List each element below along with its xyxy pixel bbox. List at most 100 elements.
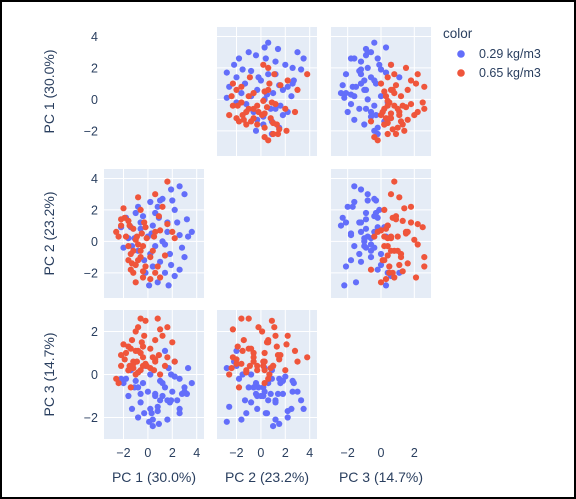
point-series-1-48 <box>248 371 255 378</box>
point-series-1-33 <box>152 243 159 250</box>
point-series-2-31 <box>407 219 415 226</box>
point-series-2-16 <box>226 371 233 378</box>
point-series-2-11 <box>367 266 375 273</box>
point-series-1-14 <box>362 105 370 112</box>
point-series-1-19 <box>362 52 370 59</box>
point-series-2-37 <box>250 90 257 97</box>
point-series-2-52 <box>143 362 150 369</box>
point-series-1-32 <box>144 388 151 395</box>
point-series-1-45 <box>169 388 176 395</box>
point-series-1-45 <box>364 197 371 204</box>
point-series-2-48 <box>261 88 268 95</box>
point-series-1-21 <box>357 258 365 265</box>
point-series-1-3 <box>298 397 305 404</box>
point-series-2-40 <box>260 61 267 68</box>
point-series-2-50 <box>407 203 415 210</box>
point-series-1-9 <box>349 203 356 210</box>
point-series-1-5 <box>132 209 139 217</box>
point-series-2-19 <box>397 254 405 261</box>
point-series-2-24 <box>402 228 410 235</box>
point-series-1-47 <box>361 77 368 84</box>
point-series-1-45 <box>169 197 176 204</box>
point-series-2-6 <box>118 362 125 369</box>
point-series-2-7 <box>113 228 120 235</box>
legend[interactable]: color 0.29 kg/m3 0.65 kg/m3 <box>443 26 541 80</box>
point-series-2-27 <box>291 108 299 116</box>
point-series-2-50 <box>284 332 291 339</box>
points <box>113 178 195 289</box>
point-series-1-47 <box>159 238 166 245</box>
point-series-1-5 <box>372 112 380 119</box>
point-series-2-39 <box>125 343 132 350</box>
point-series-1-40 <box>164 397 171 404</box>
point-series-2-49 <box>133 358 140 365</box>
point-series-2-52 <box>260 362 267 369</box>
point-series-2-30 <box>377 227 385 234</box>
y-axis-title: PC 2 (23.2%) <box>41 191 57 275</box>
point-series-2-12 <box>239 347 246 354</box>
point-series-1-50 <box>120 244 127 251</box>
point-series-2-33 <box>394 124 401 131</box>
point-series-1-52 <box>223 365 230 372</box>
point-series-1-41 <box>245 384 252 391</box>
point-series-1-42 <box>272 105 279 112</box>
point-series-1-48 <box>147 371 154 378</box>
point-series-2-37 <box>149 247 156 254</box>
point-series-2-4 <box>404 86 411 93</box>
point-series-1-49 <box>362 216 370 223</box>
point-series-2-29 <box>283 341 290 348</box>
point-series-1-50 <box>371 244 378 251</box>
point-series-1-42 <box>272 399 279 406</box>
point-series-1-41 <box>181 254 188 261</box>
legend-item[interactable]: 0.29 kg/m3 <box>457 47 541 61</box>
point-series-2-30 <box>157 227 164 234</box>
axis-titles: PC 1 (30.0%) PC 2 (23.2%) PC 3 (14.7%) PC 1… <box>41 49 423 485</box>
y-axis-title: PC 1 (30.0%) <box>41 49 57 133</box>
point-series-2-22 <box>233 86 240 93</box>
panel-3-1 <box>104 310 204 439</box>
point-series-1-15 <box>270 423 277 430</box>
point-series-2-2 <box>138 230 145 237</box>
point-series-2-31 <box>272 332 279 339</box>
point-series-2-49 <box>133 233 140 240</box>
point-series-1-50 <box>252 127 260 134</box>
point-series-1-20 <box>166 250 173 258</box>
point-series-1-31 <box>361 121 368 128</box>
point-series-2-3 <box>130 225 137 232</box>
point-series-1-4 <box>147 198 154 206</box>
point-series-2-26 <box>152 191 159 198</box>
point-series-2-52 <box>143 235 150 242</box>
point-series-2-47 <box>139 268 147 275</box>
point-series-2-36 <box>394 105 401 112</box>
point-series-1-49 <box>362 45 370 53</box>
point-series-1-30 <box>135 384 142 391</box>
x-tick-label: 0 <box>378 446 385 460</box>
point-series-1-4 <box>351 198 358 206</box>
point-series-1-24 <box>171 272 178 280</box>
point-series-1-28 <box>239 66 246 73</box>
point-series-1-26 <box>223 418 230 425</box>
point-series-2-17 <box>127 250 134 258</box>
y-tick-label: 0 <box>91 93 98 107</box>
point-series-2-9 <box>250 358 257 365</box>
point-series-2-45 <box>392 82 400 89</box>
legend-item[interactable]: 0.65 kg/m3 <box>457 66 541 80</box>
point-series-2-11 <box>127 384 134 391</box>
point-series-1-39 <box>374 266 381 273</box>
point-series-1-39 <box>235 375 243 382</box>
point-series-2-33 <box>394 233 401 240</box>
point-series-2-27 <box>396 194 403 201</box>
point-series-2-21 <box>157 326 164 333</box>
point-series-1-40 <box>357 71 365 78</box>
panel-2-3 <box>331 169 431 298</box>
point-series-1-46 <box>344 203 351 210</box>
point-series-1-44 <box>351 116 358 123</box>
point-series-1-15 <box>149 423 156 430</box>
point-series-1-35 <box>347 91 355 98</box>
y-tick-label: 4 <box>91 172 98 186</box>
point-series-2-46 <box>392 130 400 138</box>
point-series-1-10 <box>277 380 284 387</box>
point-series-1-32 <box>364 96 371 103</box>
point-series-2-36 <box>137 349 144 357</box>
point-series-2-47 <box>139 343 147 350</box>
